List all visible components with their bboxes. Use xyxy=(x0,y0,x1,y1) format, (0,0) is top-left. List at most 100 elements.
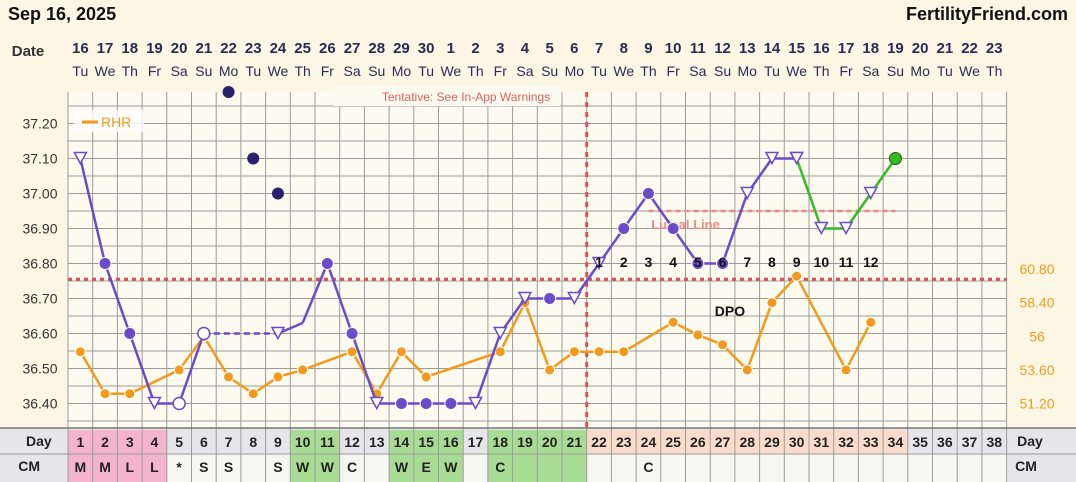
date-label: 11 xyxy=(690,40,706,57)
cm-cell-bg xyxy=(92,454,118,482)
weekday-label: Th xyxy=(640,63,656,79)
cm-value: * xyxy=(176,459,182,475)
temp-point xyxy=(617,222,631,235)
weekday-label: Th xyxy=(122,63,138,79)
weekday-label: Th xyxy=(467,63,483,79)
date-label: 21 xyxy=(196,40,213,57)
date-label: 26 xyxy=(319,40,336,57)
cycle-day-label: 10 xyxy=(295,434,311,450)
day-cell-bg xyxy=(710,430,735,454)
rhr-point xyxy=(247,388,259,400)
weekday-label: Sa xyxy=(343,63,360,79)
cycle-day-label: 17 xyxy=(468,434,484,450)
temp-point xyxy=(73,151,88,166)
weekday-label: Mo xyxy=(910,63,930,79)
cycle-day-label: 35 xyxy=(912,434,928,450)
dpo-number: 4 xyxy=(669,254,677,270)
weekday-label: Su xyxy=(541,63,558,79)
cycle-day-label: 13 xyxy=(369,434,385,450)
weekday-label: Mo xyxy=(738,63,758,79)
temp-point xyxy=(641,187,655,200)
date-row-label: Date xyxy=(12,43,45,60)
y-tick-label: 36.50 xyxy=(22,361,57,377)
date-label: 4 xyxy=(521,40,530,57)
weekday-label: Tu xyxy=(418,63,434,79)
weekday-label: Su xyxy=(195,63,212,79)
temp-point xyxy=(517,291,533,306)
rhr-point xyxy=(223,371,235,383)
cycle-day-label: 27 xyxy=(715,434,731,450)
weekday-label: We xyxy=(440,63,461,79)
rhr-point xyxy=(272,371,284,383)
rhr-point xyxy=(840,364,852,376)
date-label: 22 xyxy=(220,40,237,57)
weekday-label: Fr xyxy=(321,63,335,79)
date-label: 22 xyxy=(961,40,978,57)
dpo-number: 6 xyxy=(719,254,727,270)
y-tick-label: 36.60 xyxy=(22,326,57,342)
dpo-number: 8 xyxy=(768,254,776,270)
date-label: 28 xyxy=(368,40,385,57)
temp-point xyxy=(123,327,137,340)
weekday-label: Tu xyxy=(764,63,780,79)
cycle-day-label: 38 xyxy=(986,434,1002,450)
rhr-point xyxy=(544,364,556,376)
rhr-point xyxy=(568,346,580,358)
day-cell-bg xyxy=(734,430,760,454)
temp-point xyxy=(444,397,458,410)
weekday-label: Mo xyxy=(565,63,585,79)
rhr-point xyxy=(717,339,729,351)
cm-value: S xyxy=(224,459,233,475)
day-cell-bg xyxy=(389,430,414,454)
weekday-label: Su xyxy=(887,63,904,79)
rhr-tick-label: 51.20 xyxy=(1019,396,1054,412)
date-label: 18 xyxy=(862,40,879,57)
weekday-label: We xyxy=(959,63,980,79)
day-cell-bg xyxy=(784,430,809,454)
rhr-point xyxy=(791,270,803,282)
temp-point-green xyxy=(814,221,829,236)
rhr-point xyxy=(494,346,506,358)
temp-point-green xyxy=(789,151,804,166)
cm-cell-bg xyxy=(537,454,562,482)
dpo-number: 12 xyxy=(863,254,879,270)
y-tick-label: 37.00 xyxy=(22,186,57,202)
date-label: 29 xyxy=(393,40,410,57)
day-cell-bg xyxy=(809,430,834,454)
date-label: 23 xyxy=(245,40,262,57)
day-cell-bg xyxy=(833,430,859,454)
date-label: 20 xyxy=(171,40,188,57)
weekday-label: Fr xyxy=(148,63,162,79)
cycle-day-label: 19 xyxy=(517,434,533,450)
temp-line-segment xyxy=(474,333,502,404)
site-name: FertilityFriend.com xyxy=(905,4,1068,24)
date-label: 16 xyxy=(813,40,830,57)
title-background xyxy=(334,86,560,106)
temp-line-segment xyxy=(103,263,131,334)
day-cell-bg xyxy=(586,430,612,454)
temp-point xyxy=(691,257,705,270)
cm-value: C xyxy=(347,459,357,475)
weekday-label: Tu xyxy=(937,63,953,79)
dpo-number: 9 xyxy=(793,254,801,270)
date-label: 21 xyxy=(937,40,954,57)
cycle-day-label: 16 xyxy=(443,434,459,450)
date-label: 27 xyxy=(344,40,361,57)
rhr-point xyxy=(124,388,136,400)
cycle-day-label: 1 xyxy=(76,434,84,450)
date-label: 9 xyxy=(644,40,652,57)
cm-cell-bg xyxy=(68,454,93,482)
weekday-label: Sa xyxy=(516,63,533,79)
dpo-number: 10 xyxy=(814,254,830,270)
y-tick-label: 36.70 xyxy=(22,291,57,307)
cycle-day-label: 14 xyxy=(394,434,410,450)
temp-point xyxy=(369,396,385,411)
cycle-day-label: 8 xyxy=(249,434,257,450)
cycle-day-label: 2 xyxy=(101,434,109,450)
cm-cell-bg xyxy=(512,454,538,482)
cm-value: C xyxy=(495,459,505,475)
date-label: 10 xyxy=(665,40,682,57)
cm-cell-bg xyxy=(487,454,513,482)
day-cell-bg xyxy=(660,430,686,454)
rhr-point xyxy=(395,346,407,358)
